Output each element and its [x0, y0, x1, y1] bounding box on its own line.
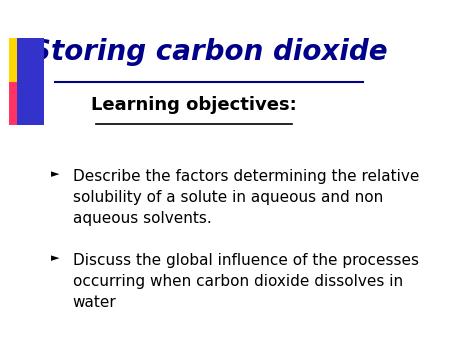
Text: ►: ►	[51, 253, 60, 263]
FancyBboxPatch shape	[9, 38, 36, 82]
Text: Discuss the global influence of the processes
occurring when carbon dioxide diss: Discuss the global influence of the proc…	[72, 253, 418, 310]
Text: ►: ►	[51, 169, 60, 179]
Text: Learning objectives:: Learning objectives:	[91, 96, 297, 114]
FancyBboxPatch shape	[9, 82, 28, 125]
Text: Storing carbon dioxide: Storing carbon dioxide	[31, 38, 387, 66]
Text: Describe the factors determining the relative
solubility of a solute in aqueous : Describe the factors determining the rel…	[72, 169, 419, 226]
FancyBboxPatch shape	[17, 38, 44, 125]
